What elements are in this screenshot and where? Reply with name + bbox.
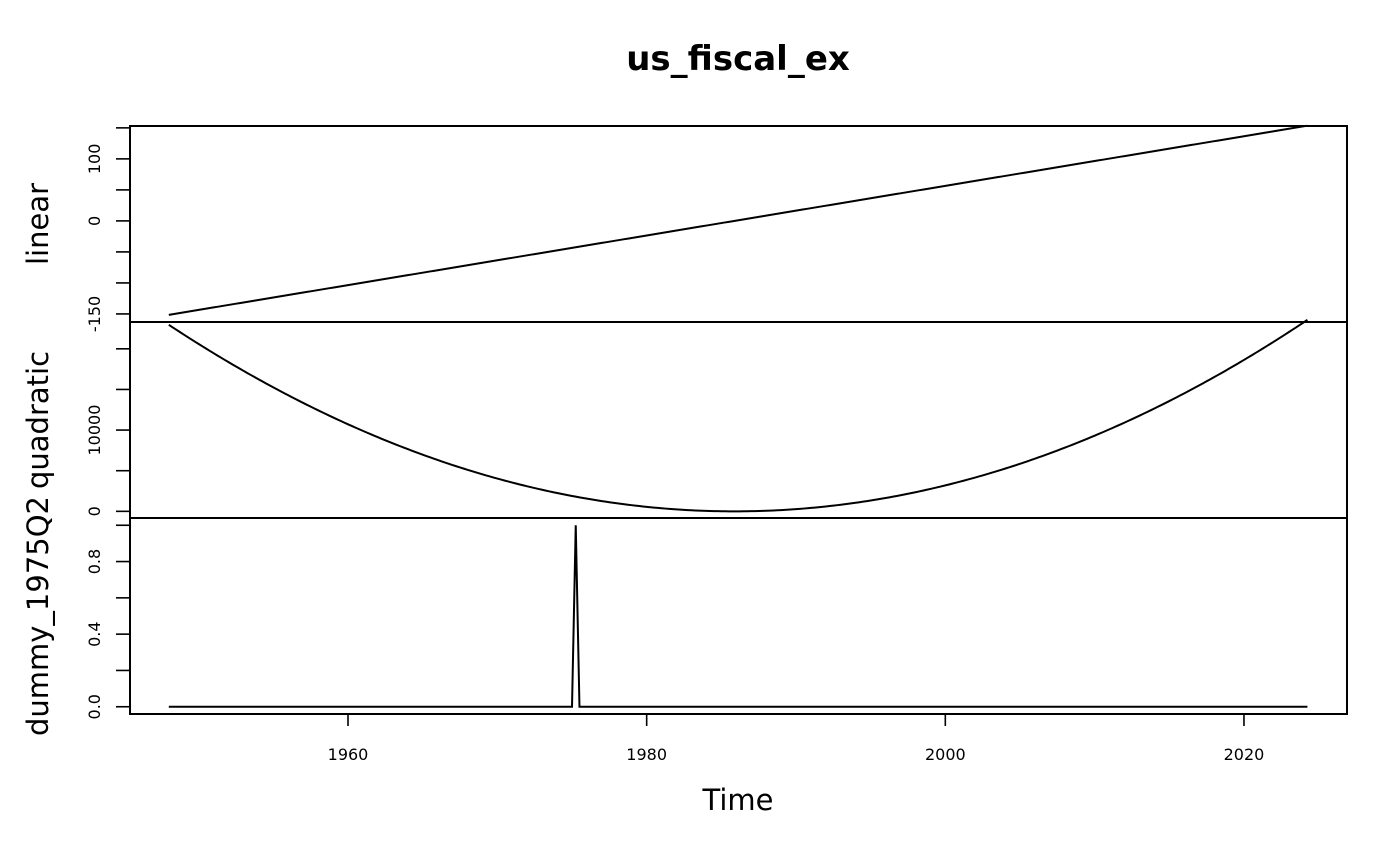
x-axis: 1960 1980 2000 2020 bbox=[328, 714, 1265, 764]
panels: -150 0 100 linear 0 10000 quadratic 0.0 0.4 0.8 du… bbox=[21, 124, 1348, 736]
panel-dummy_1975Q2: 0.0 0.4 0.8 dummy_1975Q2 bbox=[21, 496, 1308, 736]
panel-quadratic: 0 10000 quadratic bbox=[21, 319, 1308, 516]
y-tick-label-linear: -150 bbox=[85, 296, 104, 332]
chart-title: us_fiscal_ex bbox=[626, 39, 850, 79]
y-tick-label-quadratic: 10000 bbox=[85, 405, 104, 456]
y-tick-label-dummy_1975Q2: 0.0 bbox=[85, 694, 104, 719]
panel-linear: -150 0 100 linear bbox=[21, 124, 1308, 332]
y-tick-label-linear: 0 bbox=[85, 216, 104, 226]
x-tick-label: 1980 bbox=[626, 745, 667, 764]
y-tick-label-dummy_1975Q2: 0.8 bbox=[85, 549, 104, 574]
y-tick-label-dummy_1975Q2: 0.4 bbox=[85, 621, 104, 646]
x-axis-title: Time bbox=[702, 783, 774, 817]
y-axis-title-linear: linear bbox=[21, 183, 55, 265]
x-tick-label: 2000 bbox=[925, 745, 966, 764]
plot-frame bbox=[129, 125, 1348, 715]
series-line-dummy_1975Q2 bbox=[168, 525, 1308, 708]
y-axis-title-quadratic: quadratic bbox=[21, 351, 55, 489]
y-tick-label-linear: 100 bbox=[85, 144, 104, 175]
x-tick-label: 2020 bbox=[1224, 745, 1265, 764]
y-tick-label-quadratic: 0 bbox=[85, 506, 104, 516]
x-tick-label: 1960 bbox=[328, 745, 369, 764]
y-axis-title-dummy_1975Q2: dummy_1975Q2 bbox=[21, 496, 55, 736]
series-line-linear bbox=[168, 124, 1308, 316]
series-line-quadratic bbox=[168, 319, 1308, 513]
